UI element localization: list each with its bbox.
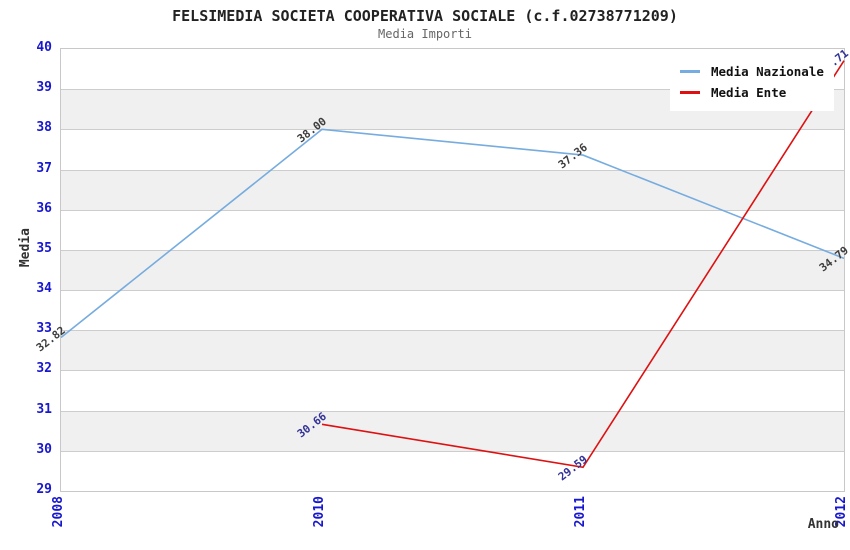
y-tick-label: 35 (36, 240, 52, 256)
gridline (61, 169, 844, 171)
y-tick-label: 30 (36, 441, 52, 457)
plot-band (61, 410, 844, 451)
y-axis-title: Media (18, 228, 33, 268)
y-tick-label: 31 (36, 401, 52, 417)
x-tick-label: 2008 (51, 496, 66, 528)
y-tick-label: 34 (36, 281, 52, 297)
y-tick-label: 29 (36, 482, 52, 497)
gridline (61, 249, 844, 251)
y-tick-label: 40 (36, 40, 52, 55)
legend-swatch (680, 70, 700, 73)
gridline (61, 89, 844, 91)
chart-subtitle: Media Importi (378, 27, 472, 41)
y-tick-label: 36 (36, 200, 52, 216)
plot-band (61, 129, 844, 170)
plot-band (61, 450, 844, 491)
legend-swatch (680, 91, 700, 94)
plot-band (61, 209, 844, 250)
y-tick-label: 32 (36, 361, 52, 377)
series-lines (60, 60, 845, 469)
gridline (61, 450, 844, 452)
gridline (61, 129, 844, 131)
y-tick-label: 37 (36, 160, 52, 176)
gridline (61, 330, 844, 332)
y-tick-label: 38 (36, 120, 52, 136)
plot-band (61, 249, 844, 291)
plot-band (61, 290, 844, 331)
legend: Media Nazionale Media Ente (670, 53, 834, 111)
gridline (61, 410, 844, 412)
legend-item: Media Ente (680, 85, 824, 100)
legend-item: Media Nazionale (680, 64, 824, 79)
y-tick-label: 33 (36, 321, 52, 337)
gridline (61, 209, 844, 211)
legend-label: Media Nazionale (711, 64, 824, 79)
series-line-media-ente (321, 60, 845, 469)
plot-band (61, 370, 844, 411)
plot-band (61, 169, 844, 210)
gridline (61, 290, 844, 292)
x-tick-label: 2011 (573, 496, 588, 528)
x-axis-title: Anno (807, 517, 839, 532)
gridline (61, 370, 844, 372)
series-line-media-nazionale (60, 128, 845, 339)
plot-band (61, 330, 844, 371)
y-tick-label: 39 (36, 80, 52, 96)
chart-title: FELSIMEDIA SOCIETA COOPERATIVA SOCIALE (… (172, 7, 678, 25)
x-tick-label: 2010 (312, 496, 327, 528)
legend-label: Media Ente (711, 85, 787, 100)
